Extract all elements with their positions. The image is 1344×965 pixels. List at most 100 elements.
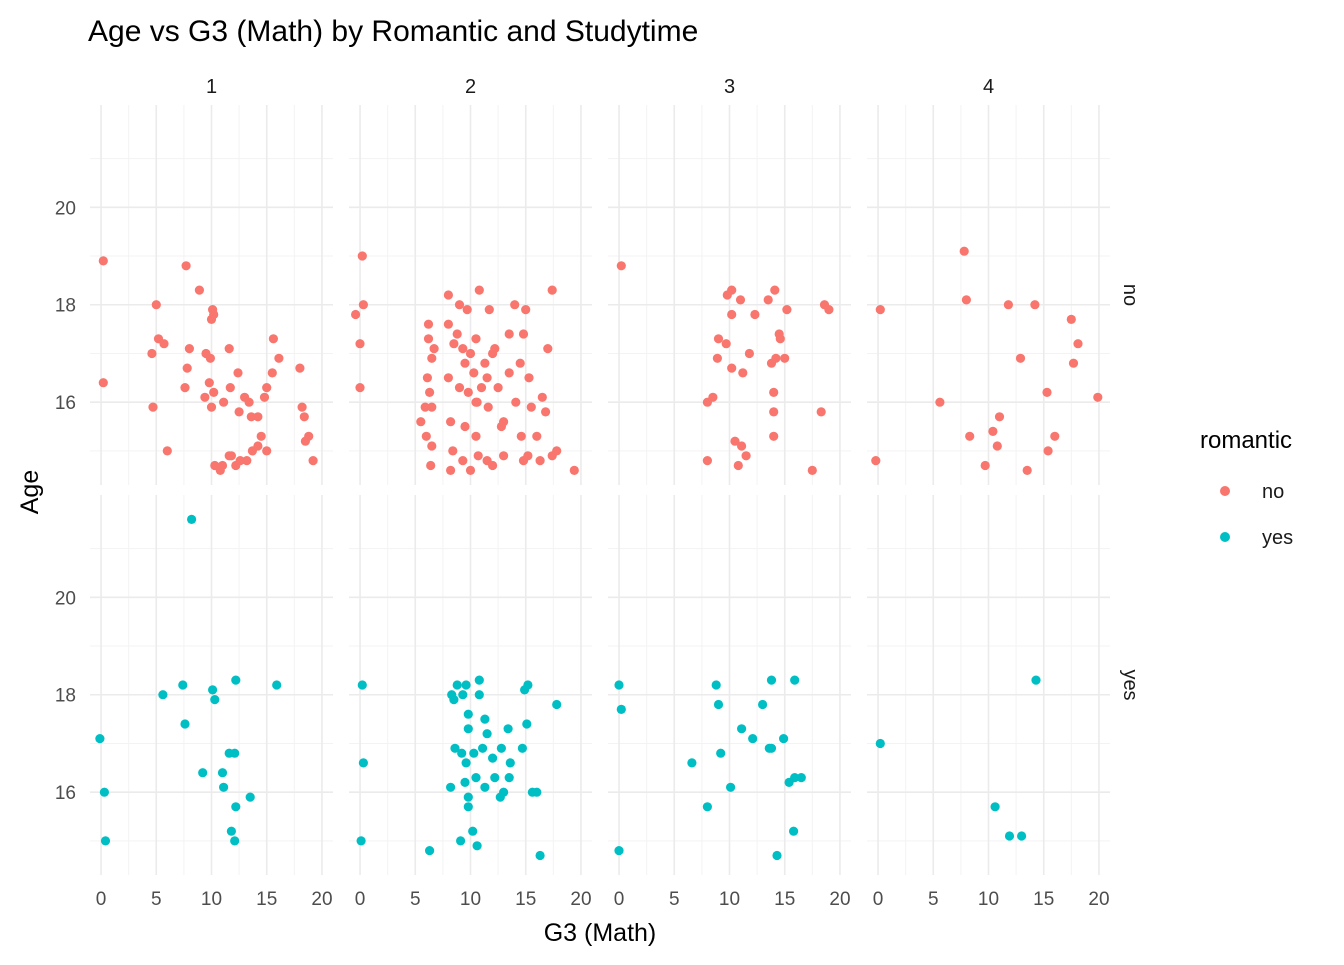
data-point-no <box>443 319 453 329</box>
data-point-yes <box>468 826 478 836</box>
axes-layer: 16 18 20 16 18 20 0 5 10 15 20 0 5 10 15 20 0 5 10 15 20 0 5 10… <box>55 198 1110 910</box>
data-point-no <box>730 436 740 446</box>
data-point-no <box>504 368 514 378</box>
data-point-no <box>744 348 755 359</box>
data-point-no <box>443 373 453 383</box>
data-point-no <box>471 397 481 407</box>
data-point-no <box>423 319 434 329</box>
data-point-no <box>448 446 458 456</box>
data-point-no <box>769 431 779 441</box>
data-point-no <box>1043 446 1053 456</box>
data-point-yes <box>790 675 800 685</box>
data-point-no <box>702 397 713 407</box>
data-point-yes <box>461 680 471 690</box>
data-point-no <box>462 305 472 315</box>
data-point-no <box>712 353 723 363</box>
data-point-no <box>988 426 998 436</box>
y-tick-label: 18 <box>55 296 76 317</box>
data-point-yes <box>490 773 500 783</box>
data-point-no <box>992 441 1002 451</box>
data-point-yes <box>503 724 513 734</box>
data-point-yes <box>463 724 473 734</box>
data-point-no <box>184 344 194 354</box>
data-point-no <box>488 460 498 471</box>
data-point-yes <box>505 758 515 768</box>
x-tick-label: 15 <box>774 889 795 910</box>
data-point-yes <box>1004 831 1015 841</box>
data-point-yes <box>758 699 768 710</box>
data-point-no <box>423 334 434 344</box>
panel-yes-2 <box>349 495 592 875</box>
data-point-yes <box>99 787 109 797</box>
data-point-no <box>206 402 217 412</box>
data-point-yes <box>469 748 479 758</box>
data-point-no <box>297 402 307 412</box>
x-tick-label: 10 <box>978 889 999 910</box>
data-point-no <box>523 451 533 461</box>
legend-key-no <box>1220 486 1230 496</box>
data-point-no <box>304 431 314 441</box>
data-point-yes <box>614 846 624 856</box>
data-point-no <box>351 309 361 320</box>
data-point-no <box>452 329 462 339</box>
data-point-yes <box>523 680 533 690</box>
x-tick-label: 20 <box>829 889 850 910</box>
data-point-yes <box>456 836 466 846</box>
data-point-no <box>234 407 244 417</box>
data-point-yes <box>446 782 456 792</box>
data-point-yes <box>779 734 789 744</box>
data-point-no <box>246 412 256 422</box>
data-point-yes <box>474 675 484 685</box>
strip-label-studytime-2: 2 <box>465 76 476 98</box>
x-axis-title: G3 (Math) <box>544 919 657 947</box>
data-point-no <box>465 465 476 475</box>
data-point-no <box>215 465 225 475</box>
data-point-no <box>474 285 484 295</box>
data-point-yes <box>180 719 190 729</box>
data-point-no <box>524 373 534 383</box>
legend: romantic no yes <box>1200 427 1293 549</box>
x-tick-label: 20 <box>570 889 591 910</box>
data-point-no <box>262 446 272 456</box>
data-point-no <box>427 402 437 412</box>
data-point-no <box>775 334 785 344</box>
data-point-yes <box>231 675 241 685</box>
data-point-no <box>616 261 626 271</box>
data-point-no <box>816 407 826 417</box>
data-point-yes <box>766 675 777 685</box>
data-point-no <box>535 456 545 466</box>
x-tick-label: 5 <box>410 889 421 910</box>
data-point-yes <box>217 768 228 778</box>
data-point-no <box>569 465 579 475</box>
data-point-yes <box>187 514 197 525</box>
data-point-no <box>274 353 284 363</box>
x-tick-label: 5 <box>151 889 162 910</box>
panel-no-2 <box>349 105 592 485</box>
data-point-no <box>1042 387 1052 397</box>
x-tick-label: 15 <box>1033 889 1054 910</box>
data-point-no <box>454 300 465 310</box>
data-point-no <box>1073 339 1083 349</box>
y-tick-label: 20 <box>55 588 76 609</box>
data-point-no <box>205 353 215 363</box>
data-point-no <box>443 290 453 300</box>
data-point-yes <box>496 743 506 753</box>
data-point-yes <box>687 758 697 768</box>
data-point-yes <box>178 680 188 690</box>
data-point-no <box>181 261 191 271</box>
data-point-no <box>449 339 459 349</box>
x-tick-label: 5 <box>928 889 939 910</box>
data-point-no <box>721 339 731 349</box>
data-point-no <box>537 392 547 402</box>
data-point-yes <box>748 734 758 744</box>
data-point-no <box>490 344 500 354</box>
data-point-no <box>200 392 210 402</box>
data-point-no <box>262 383 272 393</box>
data-point-no <box>541 407 551 417</box>
data-point-no <box>299 412 309 422</box>
strip-label-romantic-yes: yes <box>1119 669 1141 700</box>
data-point-no <box>469 368 479 378</box>
data-point-yes <box>210 695 220 705</box>
data-point-yes <box>357 680 367 690</box>
